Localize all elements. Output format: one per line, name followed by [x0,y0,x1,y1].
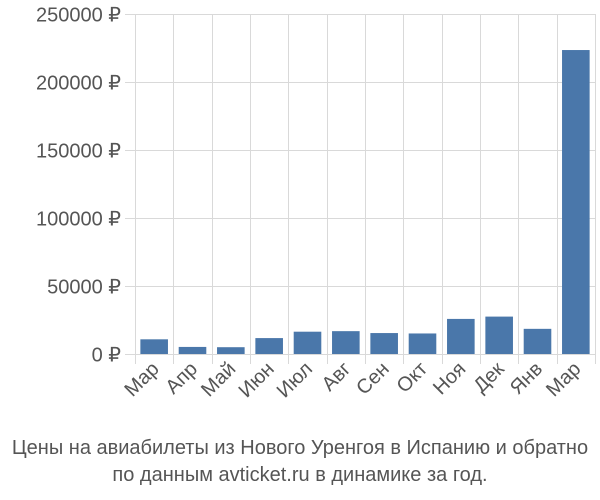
y-tick-label: 100000 ₽ [36,209,121,231]
y-tick-label: 50000 ₽ [47,277,121,299]
x-tick-label: Июл [273,358,317,402]
chart-caption-line-1: Цены на авиабилеты из Нового Уренгоя в И… [11,437,589,459]
bar [485,316,513,354]
x-tick-label: Сен [352,358,393,399]
y-tick-label: 200000 ₽ [36,73,121,95]
bar [217,347,245,354]
x-tick-label: Май [197,358,240,401]
chart-caption-line-2: по данным avticket.ru в динамике за год. [112,464,488,486]
bar [523,328,552,354]
bar [447,318,475,354]
bar [140,339,168,354]
bar [562,50,590,354]
y-tick-label: 150000 ₽ [36,141,121,163]
x-tick-label: Ноя [429,358,470,399]
x-tick-label: Янв [506,358,547,399]
x-tick-label: Дек [470,358,509,397]
x-tick-label: Мар [542,358,585,401]
bar [332,331,360,354]
bar [178,346,207,354]
bar [255,338,283,354]
bar [370,333,398,354]
x-tick-label: Июн [235,358,279,402]
x-tick-label: Апр [162,358,203,399]
bar [293,331,322,354]
x-tick-label: Авг [318,358,356,396]
y-tick-label: 0 ₽ [92,345,122,367]
x-tick-label: Окт [393,358,432,397]
bar [408,333,437,354]
y-tick-label: 250000 ₽ [36,5,121,27]
x-tick-label: Мар [120,358,163,401]
